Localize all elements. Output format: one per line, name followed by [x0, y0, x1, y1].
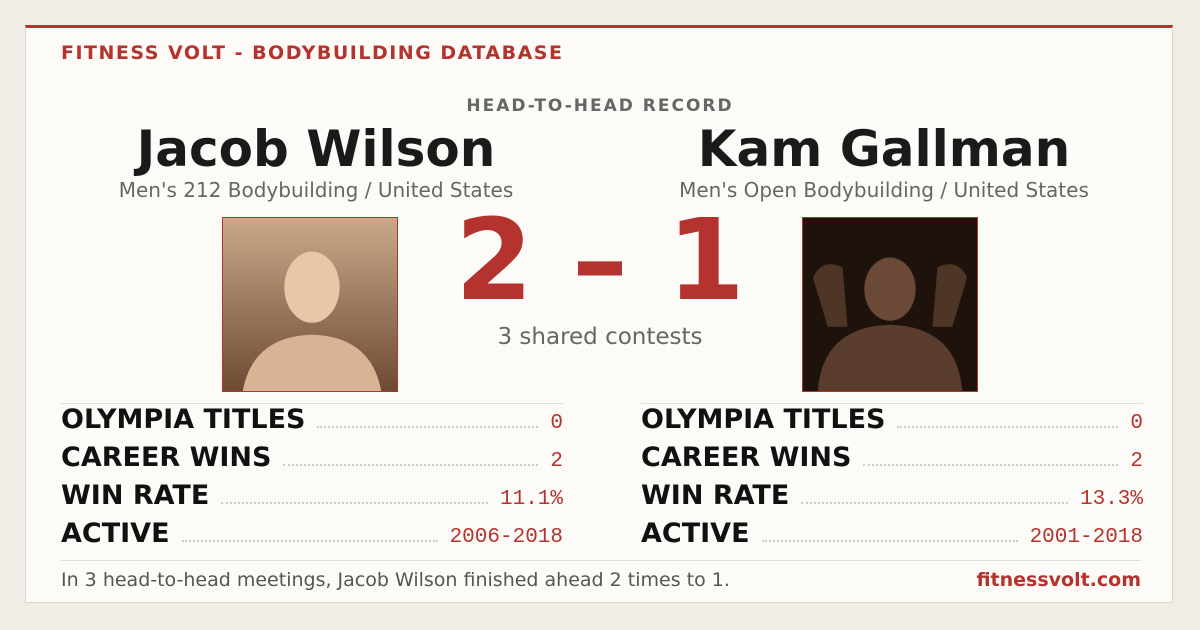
stat-label: WIN RATE	[641, 480, 790, 511]
stat-value: 2006-2018	[449, 526, 563, 549]
score: 2 – 1	[26, 196, 1174, 326]
leader	[801, 502, 1068, 504]
stat-label: WIN RATE	[61, 480, 210, 511]
leader	[863, 464, 1119, 466]
leader	[897, 426, 1119, 428]
athlete-photo	[222, 217, 398, 392]
stat-label: ACTIVE	[61, 518, 170, 549]
stat-value: 11.1%	[499, 488, 563, 511]
leader	[761, 540, 1018, 542]
athlete-division: Men's 212 Bodybuilding / United States	[118, 178, 514, 202]
leader	[221, 502, 488, 504]
card: FITNESS VOLT - BODYBUILDING DATABASE HEA…	[25, 25, 1173, 603]
stat-label: CAREER WINS	[641, 442, 852, 473]
stat-row: ACTIVE 2006-2018	[61, 518, 563, 556]
stat-label: CAREER WINS	[61, 442, 272, 473]
athlete-division: Men's Open Bodybuilding / United States	[679, 178, 1089, 202]
brand: FITNESS VOLT - BODYBUILDING DATABASE	[61, 42, 564, 64]
score-separator: –	[572, 196, 628, 326]
athlete-photo	[802, 217, 978, 392]
stat-row: WIN RATE 11.1%	[61, 480, 563, 518]
footer-note: In 3 head-to-head meetings, Jacob Wilson…	[61, 569, 730, 591]
stat-label: OLYMPIA TITLES	[641, 404, 886, 435]
score-caption: 3 shared contests	[497, 324, 703, 350]
stat-value: 13.3%	[1079, 488, 1143, 511]
stat-row: OLYMPIA TITLES 0	[641, 404, 1143, 442]
footer: In 3 head-to-head meetings, Jacob Wilson…	[61, 560, 1141, 591]
stat-value: 0	[1130, 412, 1143, 435]
leader	[317, 426, 539, 428]
stats: OLYMPIA TITLES 0 CAREER WINS 2 WIN RATE 13.3%…	[641, 403, 1143, 556]
stat-label: OLYMPIA TITLES	[61, 404, 306, 435]
stat-row: ACTIVE 2001-2018	[641, 518, 1143, 556]
subtitle: HEAD-TO-HEAD RECORD	[466, 96, 734, 116]
stat-value: 0	[550, 412, 563, 435]
stat-value: 2	[1130, 450, 1143, 473]
leader	[283, 464, 539, 466]
score-right: 1	[667, 196, 745, 326]
stat-row: WIN RATE 13.3%	[641, 480, 1143, 518]
stat-row: CAREER WINS 2	[641, 442, 1143, 480]
site-link[interactable]: fitnessvolt.com	[976, 569, 1141, 591]
athlete-name: Kam Gallman	[697, 120, 1071, 178]
stat-value: 2001-2018	[1029, 526, 1143, 549]
stat-label: ACTIVE	[641, 518, 750, 549]
score-left: 2	[455, 196, 533, 326]
stat-row: OLYMPIA TITLES 0	[61, 404, 563, 442]
stat-value: 2	[550, 450, 563, 473]
stat-row: CAREER WINS 2	[61, 442, 563, 480]
stats: OLYMPIA TITLES 0 CAREER WINS 2 WIN RATE 11.1%…	[61, 403, 563, 556]
leader	[181, 540, 438, 542]
athlete-name: Jacob Wilson	[136, 120, 496, 178]
